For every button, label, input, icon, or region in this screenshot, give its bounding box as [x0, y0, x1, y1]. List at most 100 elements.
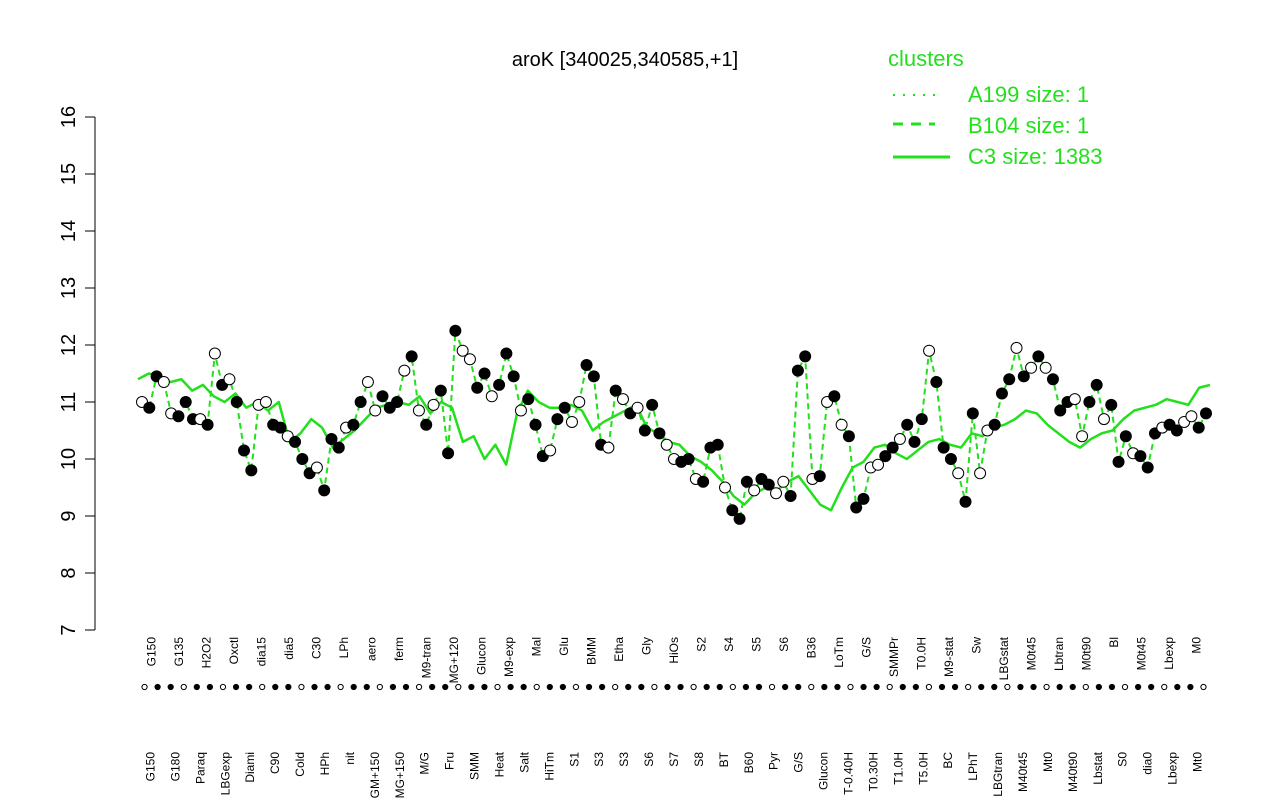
x-marker-32 — [559, 683, 566, 691]
x-marker-54 — [847, 683, 854, 691]
x-label-top-36: M0t45 — [1134, 637, 1148, 671]
data-point-70 — [646, 398, 659, 411]
data-point-53 — [522, 393, 535, 406]
x-marker-26 — [481, 683, 488, 691]
x-marker-34 — [585, 683, 593, 691]
data-point-58 — [558, 401, 571, 414]
x-marker-60 — [925, 683, 933, 691]
x-marker-23 — [442, 683, 449, 691]
data-point-130 — [1083, 396, 1096, 408]
data-point-91 — [799, 350, 812, 363]
data-point-32 — [369, 404, 382, 417]
x-marker-72 — [1082, 683, 1089, 691]
data-point-96 — [835, 418, 848, 431]
x-label-top-17: Etha — [612, 637, 626, 662]
data-point-124 — [1039, 361, 1052, 374]
x-marker-77 — [1148, 683, 1155, 691]
data-point-79 — [711, 438, 724, 451]
x-marker-41 — [677, 683, 684, 691]
x-marker-1 — [154, 683, 161, 691]
x-marker-5 — [206, 683, 214, 691]
x-marker-62 — [951, 683, 959, 691]
data-point-101 — [872, 458, 885, 471]
x-label-bottom-9: GM+150 — [368, 752, 382, 799]
y-tick-label-5: 12 — [58, 334, 80, 356]
x-label-bottom-3: LBGexp — [218, 752, 232, 796]
x-label-bottom-16: HiTm — [542, 752, 556, 781]
x-label-top-37: Lbexp — [1162, 637, 1176, 670]
x-label-top-28: T0.0H — [914, 637, 928, 670]
data-point-89 — [784, 490, 797, 503]
x-marker-46 — [742, 683, 750, 691]
legend-entry-0: A199 size: 1 — [968, 82, 1089, 107]
data-point-134 — [1112, 455, 1125, 468]
x-marker-18 — [376, 683, 383, 691]
x-marker-55 — [860, 683, 867, 691]
x-marker-9 — [259, 683, 266, 691]
x-label-top-38: M0 — [1189, 637, 1203, 654]
x-label-top-12: Glucon — [475, 637, 489, 675]
data-point-105 — [901, 418, 914, 431]
data-point-146 — [1200, 407, 1212, 420]
x-marker-42 — [690, 683, 697, 691]
x-marker-75 — [1121, 683, 1129, 691]
series-line-0 — [137, 372, 1211, 512]
x-label-bottom-25: Pyr — [767, 752, 781, 770]
x-label-bottom-31: T5.0H — [916, 752, 930, 785]
x-label-bottom-22: S8 — [692, 752, 706, 767]
y-tick-label-8: 15 — [58, 163, 80, 185]
data-point-17 — [259, 396, 272, 408]
x-label-top-33: Lbtran — [1052, 637, 1066, 671]
data-point-132 — [1097, 413, 1110, 426]
data-point-110 — [937, 441, 950, 454]
x-label-bottom-28: T-0.40H — [842, 752, 856, 795]
x-label-top-26: G/S — [859, 637, 873, 658]
x-marker-22 — [429, 683, 436, 691]
data-point-81 — [726, 504, 739, 517]
x-marker-40 — [664, 683, 671, 691]
x-marker-63 — [965, 683, 972, 691]
x-marker-51 — [808, 683, 815, 691]
x-label-top-27: SMMPr — [887, 637, 901, 677]
x-label-top-14: Mal — [530, 637, 544, 656]
x-marker-29 — [520, 683, 527, 691]
x-marker-71 — [1069, 683, 1076, 691]
x-marker-17 — [363, 683, 370, 691]
x-label-top-1: G135 — [172, 637, 186, 667]
x-marker-56 — [873, 683, 880, 691]
x-label-bottom-19: S3 — [617, 752, 631, 767]
x-label-top-32: M0t45 — [1024, 637, 1038, 671]
data-point-72 — [660, 438, 673, 451]
x-marker-78 — [1161, 683, 1168, 691]
x-label-bottom-4: Diami — [243, 752, 257, 783]
x-label-bottom-35: M40t45 — [1016, 752, 1030, 792]
data-point-39 — [420, 418, 433, 431]
data-point-104 — [893, 433, 906, 446]
x-marker-81 — [1200, 683, 1207, 691]
data-point-114 — [966, 407, 979, 420]
x-label-top-13: M9-exp — [502, 637, 516, 677]
x-label-bottom-17: S1 — [567, 752, 581, 767]
x-marker-58 — [899, 683, 906, 691]
data-point-5 — [172, 410, 185, 423]
data-point-135 — [1119, 430, 1132, 443]
legend-entry-1: B104 size: 1 — [968, 113, 1089, 138]
x-label-top-19: HiOs — [667, 637, 681, 664]
data-point-49 — [493, 378, 506, 391]
data-point-120 — [1010, 341, 1023, 354]
data-point-26 — [325, 433, 338, 446]
x-label-bottom-7: HPh — [318, 752, 332, 775]
data-point-6 — [179, 396, 192, 408]
data-point-119 — [1003, 373, 1016, 386]
x-marker-53 — [834, 683, 841, 691]
x-label-bottom-39: S0 — [1116, 752, 1130, 767]
data-point-25 — [318, 484, 331, 497]
x-marker-52 — [821, 683, 828, 691]
data-point-50 — [500, 347, 513, 360]
data-point-145 — [1192, 421, 1205, 434]
data-point-64 — [602, 441, 615, 454]
data-point-142 — [1170, 424, 1183, 437]
x-marker-49 — [782, 683, 789, 691]
data-point-57 — [551, 413, 564, 426]
